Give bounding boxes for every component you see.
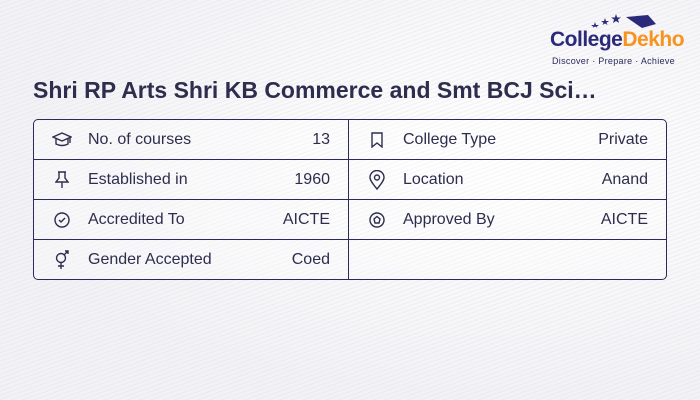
check-circle-icon	[52, 211, 72, 228]
logo-tagline: Discover · Prepare · Achieve	[552, 56, 675, 66]
label: Gender Accepted	[88, 251, 212, 268]
left-column: No. of courses 13 Established in 1960 Accr…	[34, 120, 349, 279]
graduation-cap-icon	[52, 131, 72, 148]
bookmark-icon	[367, 131, 387, 148]
value: AICTE	[600, 210, 648, 228]
college-info-table: No. of courses 13 Established in 1960 Accr…	[33, 119, 667, 280]
value: AICTE	[282, 210, 330, 228]
label: Accredited To	[88, 210, 185, 228]
info-row-approved: Approved By AICTE	[349, 200, 666, 240]
page-title: Shri RP Arts Shri KB Commerce and Smt BC…	[33, 77, 597, 103]
info-row-courses: No. of courses 13	[34, 120, 348, 160]
logo-text-college: College	[550, 28, 623, 51]
right-column: College Type Private Location Anand Approv…	[349, 120, 666, 279]
pushpin-icon	[52, 170, 72, 189]
value: Anand	[601, 170, 648, 188]
label: Approved By	[403, 210, 495, 228]
location-pin-icon	[367, 169, 387, 190]
label: Established in	[88, 170, 188, 188]
logo-text-dekho: Dekho	[622, 28, 685, 51]
stars-cap-icon	[591, 14, 656, 28]
value: 1960	[294, 170, 330, 188]
label: College Type	[403, 130, 497, 148]
info-row-location: Location Anand	[349, 160, 666, 200]
info-row-college-type: College Type Private	[349, 120, 666, 160]
info-row-established: Established in 1960	[34, 160, 348, 200]
value: Private	[598, 130, 648, 148]
label: Location	[403, 170, 464, 188]
info-row-accredited: Accredited To AICTE	[34, 200, 348, 240]
collegedekho-logo[interactable]: CollegeDekho Discover · Prepare · Achiev…	[550, 14, 696, 72]
gender-icon	[52, 250, 72, 270]
value: 13	[312, 130, 330, 148]
badge-star-icon	[367, 211, 387, 228]
label: No. of courses	[88, 130, 192, 148]
info-row-gender: Gender Accepted Coed	[34, 240, 348, 280]
value: Coed	[291, 251, 330, 268]
